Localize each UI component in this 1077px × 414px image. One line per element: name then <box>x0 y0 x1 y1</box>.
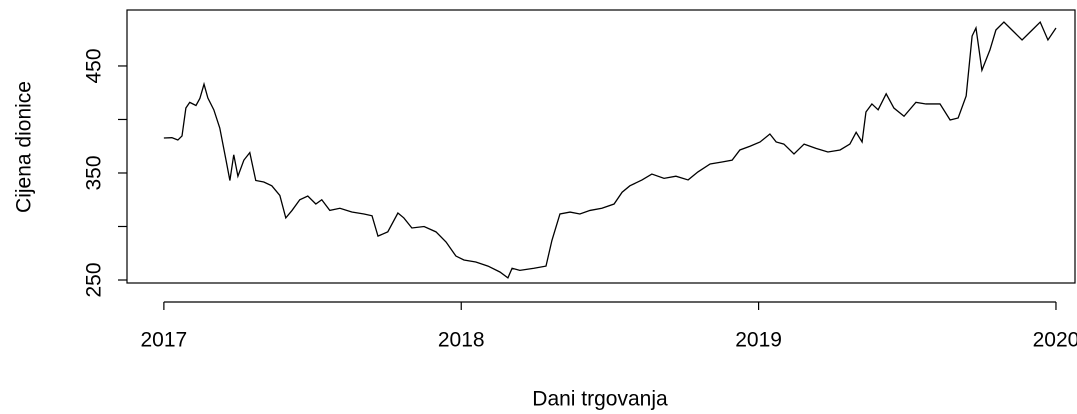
y-tick-label: 250 <box>83 262 106 297</box>
y-tick-label: 350 <box>83 155 106 190</box>
y-axis-label: Cijena dionice <box>13 81 36 213</box>
x-tick-label: 2020 <box>1033 329 1077 352</box>
x-tick-label: 2019 <box>735 329 782 352</box>
x-tick-label: 2018 <box>438 329 485 352</box>
x-tick-label: 2017 <box>141 329 188 352</box>
plot-box <box>126 9 1076 284</box>
y-tick-label: 450 <box>83 48 106 83</box>
price-line <box>163 20 1057 279</box>
x-axis-label: Dani trgovanja <box>532 388 668 411</box>
